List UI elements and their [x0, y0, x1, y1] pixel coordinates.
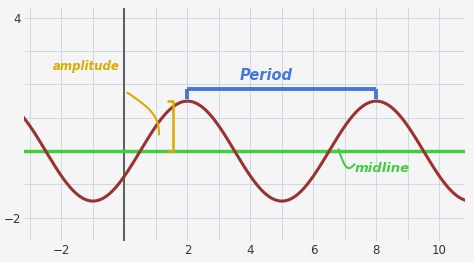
Text: Period: Period — [240, 68, 292, 84]
Text: midline: midline — [354, 162, 410, 175]
Text: amplitude: amplitude — [53, 60, 120, 73]
